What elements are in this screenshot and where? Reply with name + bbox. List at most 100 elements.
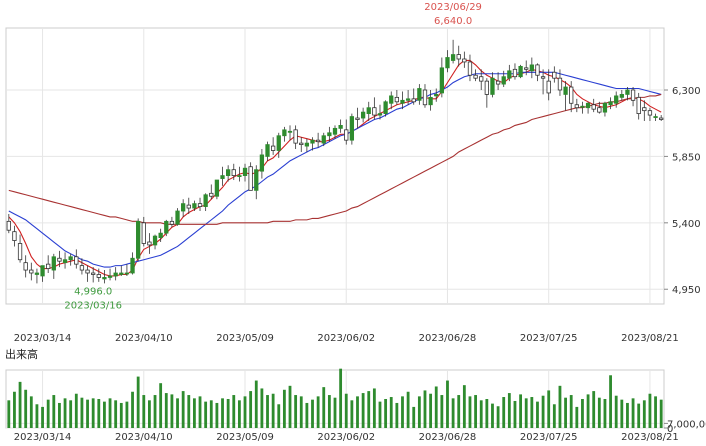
candlestick — [186, 197, 191, 214]
candlestick — [74, 249, 79, 269]
volume-bar — [620, 399, 624, 428]
candlestick — [540, 69, 546, 95]
volume-bar — [299, 396, 303, 428]
candlestick — [192, 200, 197, 212]
volume-bar — [642, 400, 646, 428]
candle-body-up — [450, 54, 456, 61]
candle-body-down — [630, 89, 636, 101]
candlestick — [428, 89, 433, 111]
candle-body-up — [507, 70, 512, 79]
volume-bar — [29, 396, 33, 428]
volume-bar — [586, 394, 590, 428]
candle-body-up — [107, 275, 113, 278]
volume-x-tick-label: 2023/04/10 — [115, 432, 173, 443]
volume-bar — [226, 399, 230, 428]
candlestick — [597, 101, 602, 114]
candle-body-down — [647, 110, 653, 116]
volume-bar — [654, 396, 657, 428]
candle-body-down — [186, 204, 191, 209]
candlestick — [62, 252, 68, 269]
y-axis-tick-label: 6,300 — [672, 86, 701, 97]
candle-body-down — [29, 269, 34, 274]
volume-bar — [125, 401, 129, 428]
candlestick — [91, 267, 96, 283]
volume-bar — [41, 406, 44, 428]
candle-body-up — [102, 277, 107, 280]
candle-body-down — [591, 104, 596, 110]
candlestick — [344, 119, 349, 145]
volume-bar — [575, 406, 579, 428]
candle-body-down — [355, 117, 360, 120]
volume-x-tick-label: 2023/03/14 — [14, 432, 72, 443]
x-axis-tick-label: 2023/03/14 — [14, 333, 72, 344]
candle-body-up — [501, 76, 506, 85]
volume-bar — [434, 386, 438, 428]
candlestick — [321, 132, 326, 147]
volume-bar — [513, 400, 517, 428]
candlestick — [265, 141, 270, 161]
candlestick — [507, 64, 512, 82]
volume-bar — [631, 398, 635, 428]
candle-body-down — [74, 256, 79, 265]
volume-bar — [164, 393, 168, 428]
candle-body-down — [484, 80, 489, 95]
candlestick — [152, 234, 158, 250]
candlestick — [259, 149, 265, 179]
volume-bar — [339, 368, 343, 428]
volume-bar — [446, 380, 449, 428]
candle-body-up — [113, 272, 118, 277]
candlestick — [327, 126, 332, 142]
candlestick — [450, 39, 456, 64]
candlestick — [484, 78, 489, 108]
volume-bar — [502, 397, 506, 428]
candle-body-down — [344, 129, 349, 141]
candle-body-up — [203, 194, 208, 207]
candle-body-up — [563, 86, 568, 95]
min-value-label: 4,996.0 — [74, 286, 112, 297]
volume-axis: 7,000,000 2023/03/14 2023/04/10 2023/05/09 2… — [14, 419, 706, 443]
candlestick — [29, 262, 34, 281]
candlestick — [417, 84, 422, 105]
y-axis-tick-label: 5,850 — [672, 152, 701, 163]
candle-body-up — [389, 95, 394, 104]
volume-bar — [395, 402, 399, 428]
candle-body-up — [625, 89, 630, 95]
volume-bar — [58, 402, 61, 428]
candle-body-down — [85, 269, 90, 274]
volume-bar — [243, 396, 247, 428]
candlestick — [569, 81, 574, 113]
candle-body-up — [276, 135, 281, 151]
volume-bar — [91, 398, 95, 428]
candle-body-down — [456, 54, 461, 60]
volume-bar — [69, 400, 73, 428]
price-panel: 2023/06/29 6,640.0 4,996.0 2023/03/16 — [5, 2, 665, 311]
candle-body-down — [422, 89, 428, 106]
volume-bar — [277, 404, 281, 428]
candlestick — [130, 252, 135, 275]
moving-average-line-3 — [8, 93, 662, 225]
candlestick — [349, 113, 355, 145]
candlestick — [12, 225, 17, 247]
candlestick — [546, 69, 551, 101]
candlestick — [580, 101, 585, 114]
candlestick — [552, 66, 557, 83]
candle-body-up — [259, 154, 265, 172]
candlestick — [389, 91, 394, 110]
candlestick — [647, 107, 653, 121]
candlestick — [400, 91, 405, 110]
volume-bar — [367, 391, 371, 428]
candlestick — [608, 97, 613, 110]
volume-bar — [288, 385, 292, 428]
volume-panel — [5, 368, 665, 429]
candle-body-down — [473, 74, 478, 79]
candlestick — [158, 228, 163, 243]
volume-bar — [7, 400, 11, 428]
candlestick — [270, 137, 276, 155]
candlestick — [405, 89, 411, 105]
candle-body-down — [462, 58, 467, 63]
candle-body-down — [141, 222, 146, 244]
volume-bar — [159, 383, 163, 428]
volume-bar — [254, 380, 258, 428]
candle-body-up — [164, 220, 169, 234]
candle-body-down — [535, 64, 540, 76]
